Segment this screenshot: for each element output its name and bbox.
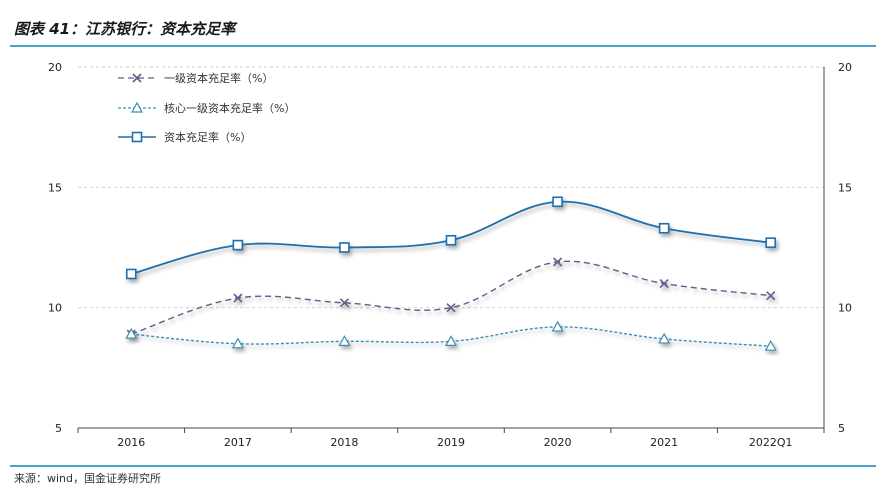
legend-x-marker-stroke	[132, 73, 142, 83]
footer-divider	[10, 465, 876, 467]
legend-item: 一级资本充足率（%）	[118, 71, 273, 85]
legend-item: 核心一级资本充足率（%）	[118, 101, 295, 115]
chart-axes	[78, 67, 825, 429]
legend-label: 核心一级资本充足率（%）	[164, 101, 295, 115]
x-tick-label: 2018	[330, 436, 358, 449]
data-point-stroke	[553, 257, 563, 267]
data-point	[553, 257, 563, 267]
data-point	[446, 303, 456, 313]
series-1	[125, 320, 777, 351]
data-point-stroke	[446, 303, 456, 313]
x-tick-label: 2016	[117, 436, 145, 449]
data-point	[551, 320, 564, 332]
y-tick-label-right: 10	[838, 302, 852, 315]
y-tick-label-left: 5	[55, 422, 62, 435]
y-tick-label-left: 15	[48, 181, 62, 194]
series-line	[131, 260, 771, 335]
y-axis-right-ticks: 5 10 15 20	[838, 61, 852, 435]
chart-legend: 一级资本充足率（%） 核心一级资本充足率（%） 资本充足率（%）	[118, 71, 295, 144]
source-note: 来源：wind，国金证券研究所	[14, 472, 162, 485]
data-point	[125, 327, 138, 339]
y-tick-label-right: 5	[838, 422, 845, 435]
legend-square-marker	[131, 131, 143, 143]
data-point	[233, 293, 243, 303]
data-point	[659, 279, 669, 289]
series-layer	[125, 196, 777, 351]
legend-label: 一级资本充足率（%）	[164, 71, 273, 85]
y-tick-label-right: 15	[838, 181, 852, 194]
x-tick-label: 2019	[437, 436, 465, 449]
x-tick-label: 2020	[544, 436, 572, 449]
data-point	[231, 337, 244, 349]
legend-item: 资本充足率（%）	[118, 130, 251, 144]
legend-triangle-marker	[130, 101, 144, 113]
data-point	[658, 332, 671, 344]
series-0	[126, 257, 776, 339]
data-point	[764, 339, 777, 351]
data-point	[766, 291, 776, 301]
data-point-stroke	[339, 298, 349, 308]
data-point-stroke	[766, 291, 776, 301]
data-point	[445, 234, 457, 246]
data-point	[552, 196, 563, 208]
data-point	[232, 239, 244, 251]
data-point	[125, 268, 137, 280]
y-axis-left-ticks: 5 10 15 20	[48, 61, 62, 435]
page-title: 图表 41：江苏银行：资本充足率	[14, 20, 236, 38]
y-tick-label-left: 20	[48, 61, 62, 74]
data-point	[765, 237, 777, 248]
x-tick-label: 2021	[650, 436, 678, 449]
data-point	[339, 298, 349, 308]
y-tick-label-right: 20	[838, 61, 852, 74]
x-tick-label: 2017	[224, 436, 252, 449]
data-point	[338, 335, 351, 346]
legend-label: 资本充足率（%）	[164, 130, 251, 144]
legend-x-marker	[132, 73, 142, 83]
data-point-stroke	[659, 279, 669, 289]
title-divider	[10, 45, 876, 47]
x-axis-ticks: 2016 2017 2018 2019 2020 2021 2022Q1	[77, 428, 825, 449]
data-point	[444, 335, 458, 346]
series-2	[125, 196, 777, 280]
data-point-stroke	[233, 293, 243, 303]
data-point	[339, 242, 350, 253]
y-tick-label-left: 10	[48, 302, 62, 315]
x-tick-label: 2022Q1	[749, 436, 793, 449]
data-point	[658, 222, 670, 234]
